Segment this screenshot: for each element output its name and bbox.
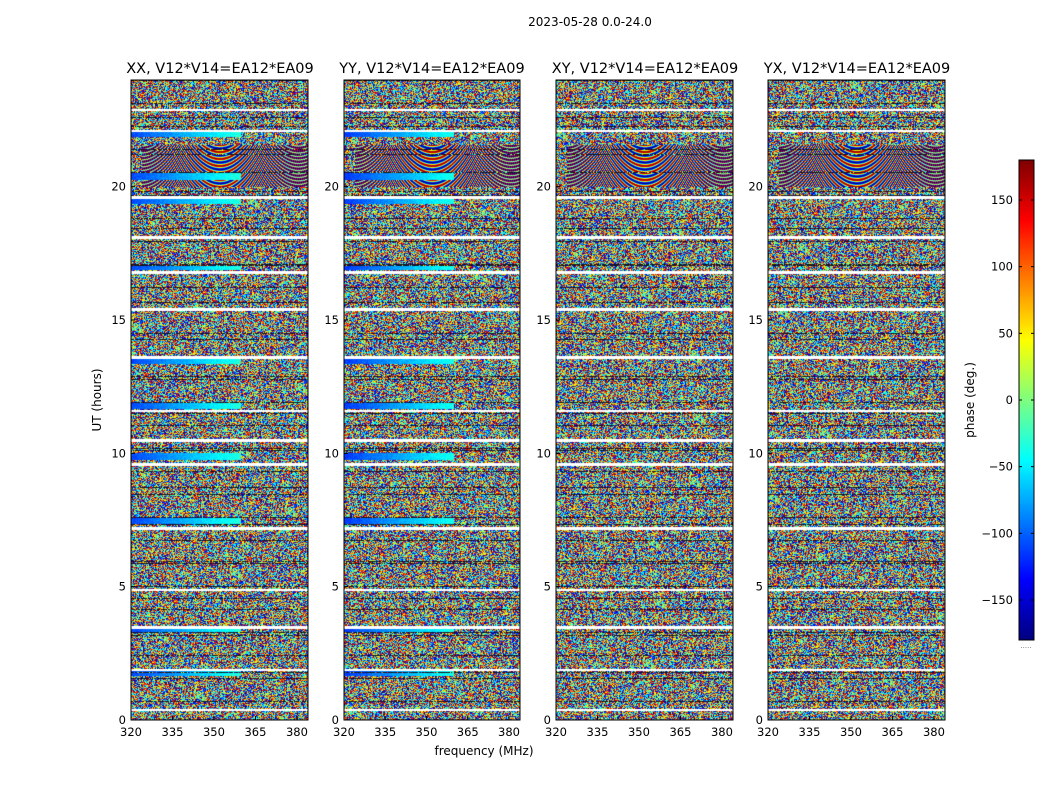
y-tick-label: 20 bbox=[536, 180, 551, 194]
y-tick-label: 0 bbox=[756, 713, 763, 727]
y-tick-label: 5 bbox=[756, 580, 763, 594]
y-tick-label: 15 bbox=[536, 313, 551, 327]
y-tick-label: 10 bbox=[111, 446, 126, 460]
colorbar-tick-label: −150 bbox=[981, 593, 1013, 607]
plot-frame-xx bbox=[130, 79, 309, 721]
heatmap-xy bbox=[556, 80, 733, 720]
colorbar: −150 −100 −50 0 50 100 150 phase (deg.) ..... bbox=[963, 159, 1035, 650]
y-ticks-yy: 0 5 10 15 20 bbox=[324, 180, 348, 727]
y-tick-label: 5 bbox=[544, 580, 551, 594]
x-tick-label: 365 bbox=[457, 725, 479, 739]
y-tick-label: 10 bbox=[536, 446, 551, 460]
y-tick-label: 5 bbox=[332, 580, 339, 594]
panel-title-yy: YY, V12*V14=EA12*EA09 bbox=[338, 61, 524, 77]
heatmap-xx bbox=[131, 80, 308, 720]
x-tick-label: 335 bbox=[587, 725, 609, 739]
x-ticks-yy: 320 335 350 365 380 bbox=[333, 716, 520, 739]
figure-suptitle: 2023-05-28 0.0-24.0 bbox=[528, 15, 652, 29]
x-tick-label: 320 bbox=[120, 725, 142, 739]
panel-yy: YY, V12*V14=EA12*EA09 320 335 350 365 380 0 5… bbox=[324, 61, 524, 739]
y-ticks-xx: 0 5 10 15 20 bbox=[111, 180, 135, 727]
x-tick-label: 365 bbox=[244, 725, 266, 739]
colorbar-note: ..... bbox=[1020, 642, 1031, 650]
y-tick-label: 20 bbox=[748, 180, 763, 194]
colorbar-label: phase (deg.) bbox=[963, 362, 977, 438]
x-ticks-xx: 320 335 350 365 380 bbox=[120, 716, 308, 739]
plot-frame-yx bbox=[767, 79, 946, 721]
y-tick-label: 0 bbox=[544, 713, 551, 727]
colorbar-tick-label: 150 bbox=[991, 193, 1013, 207]
heatmap-yx bbox=[768, 80, 945, 720]
x-tick-label: 350 bbox=[628, 725, 650, 739]
colorbar-tick-label: 0 bbox=[1006, 393, 1013, 407]
y-tick-label: 20 bbox=[324, 180, 339, 194]
panel-title-xy: XY, V12*V14=EA12*EA09 bbox=[552, 61, 738, 77]
colorbar-tick-label: 100 bbox=[991, 260, 1013, 274]
x-tick-label: 320 bbox=[545, 725, 567, 739]
x-tick-label: 350 bbox=[840, 725, 862, 739]
colorbar-tick-label: 50 bbox=[998, 326, 1013, 340]
y-ticks-xy: 0 5 10 15 20 bbox=[536, 180, 560, 727]
plot-frame-xy bbox=[555, 79, 734, 721]
colorbar-gradient bbox=[1019, 160, 1034, 640]
x-ticks-xy: 320 335 350 365 380 bbox=[545, 716, 733, 739]
panel-title-xx: XX, V12*V14=EA12*EA09 bbox=[126, 61, 314, 77]
colorbar-ticks: −150 −100 −50 0 50 100 150 bbox=[981, 193, 1034, 607]
x-tick-label: 320 bbox=[333, 725, 355, 739]
colorbar-tick-label: −50 bbox=[989, 460, 1013, 474]
x-tick-label: 335 bbox=[799, 725, 821, 739]
plot-frame-yy bbox=[343, 79, 521, 721]
panel-xx: XX, V12*V14=EA12*EA09 320 335 350 365 380 0 5… bbox=[111, 61, 313, 739]
x-axis-label: frequency (MHz) bbox=[434, 744, 533, 758]
y-tick-label: 0 bbox=[332, 713, 339, 727]
x-tick-label: 365 bbox=[669, 725, 691, 739]
y-tick-label: 5 bbox=[119, 580, 126, 594]
x-tick-label: 320 bbox=[757, 725, 779, 739]
x-tick-label: 380 bbox=[711, 725, 733, 739]
y-axis-label: UT (hours) bbox=[90, 368, 104, 431]
panel-title-yx: YX, V12*V14=EA12*EA09 bbox=[763, 61, 950, 77]
panel-xy: XY, V12*V14=EA12*EA09 320 335 350 365 380 0 5… bbox=[536, 61, 738, 739]
x-tick-label: 335 bbox=[374, 725, 396, 739]
x-tick-label: 350 bbox=[416, 725, 438, 739]
x-tick-label: 335 bbox=[162, 725, 184, 739]
y-tick-label: 15 bbox=[324, 313, 339, 327]
colorbar-tick-label: −100 bbox=[981, 526, 1013, 540]
x-tick-label: 365 bbox=[881, 725, 903, 739]
y-tick-label: 0 bbox=[119, 713, 126, 727]
y-ticks-yx: 0 5 10 15 20 bbox=[748, 180, 772, 727]
y-tick-label: 10 bbox=[324, 446, 339, 460]
x-tick-label: 350 bbox=[203, 725, 225, 739]
heatmap-yy bbox=[344, 80, 520, 720]
y-tick-label: 20 bbox=[111, 180, 126, 194]
x-ticks-yx: 320 335 350 365 380 bbox=[757, 716, 945, 739]
x-tick-label: 380 bbox=[498, 725, 520, 739]
y-tick-label: 10 bbox=[748, 446, 763, 460]
panel-yx: YX, V12*V14=EA12*EA09 320 335 350 365 380 0 5… bbox=[748, 61, 950, 739]
x-tick-label: 380 bbox=[923, 725, 945, 739]
y-tick-label: 15 bbox=[748, 313, 763, 327]
y-tick-label: 15 bbox=[111, 313, 126, 327]
x-tick-label: 380 bbox=[286, 725, 308, 739]
